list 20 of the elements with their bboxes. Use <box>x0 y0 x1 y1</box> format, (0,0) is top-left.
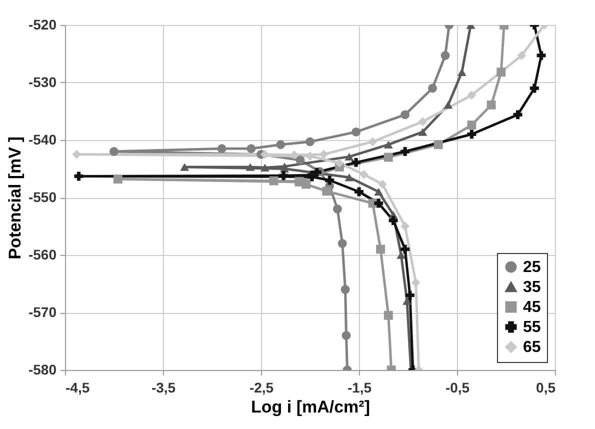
x-tick-label: -3,5 <box>151 380 176 396</box>
legend-label: 65 <box>523 339 541 356</box>
y-tick-label: -550 <box>28 189 57 205</box>
y-tick-label: -530 <box>28 74 57 90</box>
y-tick-label: -520 <box>28 16 57 32</box>
y-tick-label: -540 <box>28 132 57 148</box>
y-tick-label: -560 <box>28 246 57 262</box>
x-axis-title: Log i [mA/cm²] <box>251 398 370 416</box>
legend-label: 25 <box>523 259 541 276</box>
y-tick-label: -570 <box>28 304 57 320</box>
x-tick-label: -0,5 <box>445 380 470 396</box>
x-tick-label: 0,5 <box>536 380 556 396</box>
legend-label: 35 <box>523 279 541 296</box>
legend-label: 45 <box>523 299 541 316</box>
y-tick-label: -580 <box>28 362 57 378</box>
x-tick-label: -2,5 <box>249 380 274 396</box>
x-tick-label: -1,5 <box>347 380 372 396</box>
y-axis-title: Potencial [mV ] <box>5 136 24 260</box>
legend-label: 55 <box>523 319 541 336</box>
x-tick-label: -4,5 <box>66 380 90 396</box>
